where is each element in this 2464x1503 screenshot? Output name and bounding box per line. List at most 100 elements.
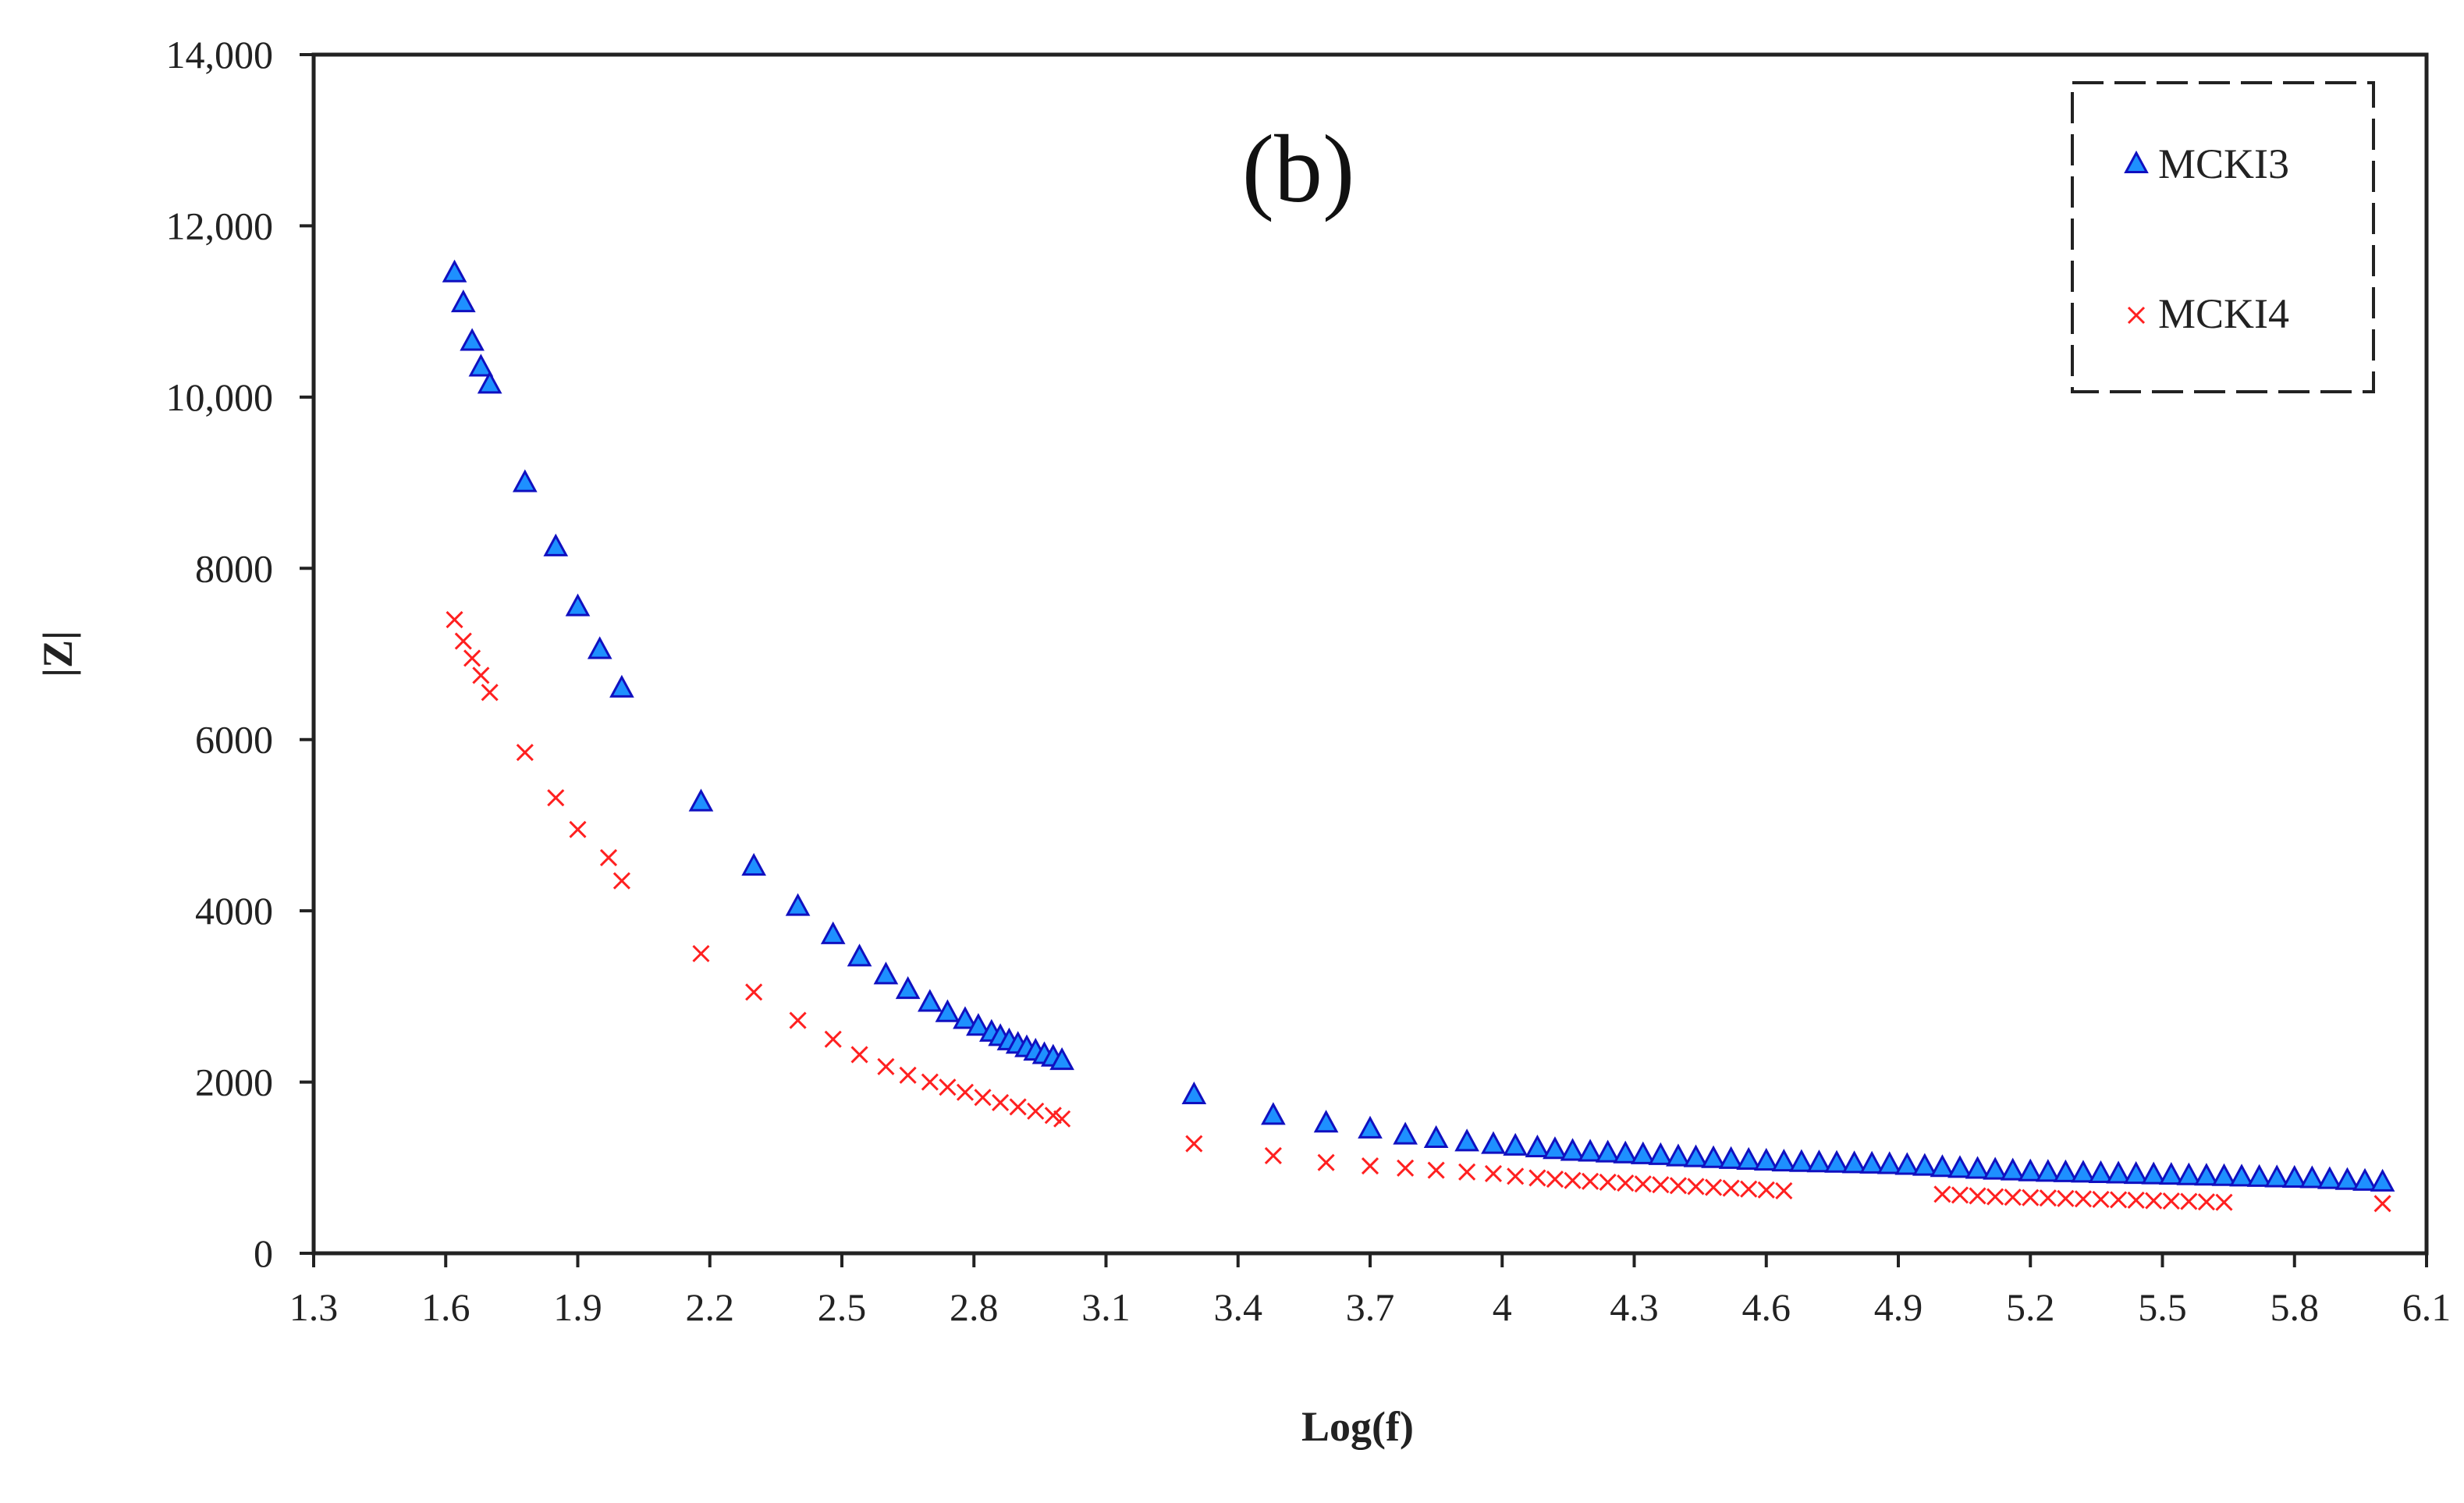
- data-point-mcki3: [1947, 1155, 1972, 1178]
- data-point-mcki4: [2373, 1195, 2391, 1213]
- data-point-mcki4: [1722, 1179, 1740, 1197]
- data-point-mcki4: [974, 1089, 992, 1107]
- x-tick-label: 1.9: [553, 1285, 602, 1329]
- data-point-mcki3: [1841, 1150, 1867, 1174]
- x-tick-label: 5.5: [2138, 1285, 2187, 1329]
- data-point-mcki3: [895, 975, 921, 1000]
- data-point-mcki4: [939, 1078, 957, 1096]
- data-point-mcki4: [1185, 1135, 1203, 1153]
- data-point-mcki4: [569, 820, 587, 838]
- data-point-mcki3: [953, 1006, 978, 1029]
- data-point-mcki3: [1859, 1150, 1884, 1174]
- data-point-mcki4: [1458, 1163, 1476, 1181]
- y-tick-label: 12,000: [166, 204, 274, 247]
- data-point-mcki3: [1630, 1141, 1656, 1164]
- data-point-mcki3: [1648, 1142, 1674, 1165]
- data-point-mcki4: [454, 632, 472, 650]
- data-point-mcki3: [1423, 1125, 1449, 1148]
- x-tick-label: 3.4: [1214, 1285, 1263, 1329]
- data-point-mcki3: [2370, 1168, 2395, 1192]
- data-point-mcki3: [1181, 1081, 1207, 1105]
- data-point-mcki3: [2211, 1163, 2237, 1186]
- panel-label: (b): [1242, 115, 1355, 222]
- y-tick-label: 10,000: [166, 375, 274, 419]
- data-point-mcki4: [2197, 1193, 2215, 1211]
- legend-label-mcki4: MCKI4: [2158, 290, 2289, 337]
- data-point-mcki4: [612, 872, 630, 890]
- x-tick-label: 4: [1493, 1285, 1512, 1329]
- data-point-mcki3: [2141, 1161, 2167, 1185]
- data-point-mcki4: [516, 744, 534, 762]
- data-point-mcki3: [1965, 1156, 1990, 1179]
- data-point-mcki4: [2092, 1190, 2110, 1208]
- x-tick-label: 4.9: [1874, 1285, 1923, 1329]
- x-tick-label: 5.2: [2006, 1285, 2055, 1329]
- data-point-mcki3: [587, 636, 612, 659]
- y-tick-label: 0: [254, 1231, 273, 1275]
- data-point-mcki4: [1361, 1157, 1379, 1175]
- plot-area: 1.3 1.6 1.9 2.2 2.5 2.8 3.1 3.4 3.7 4 4.3 4.6 4.9 5.2…: [166, 33, 2452, 1329]
- data-point-mcki4: [1044, 1107, 1062, 1125]
- data-point-mcki3: [2158, 1162, 2184, 1185]
- data-point-mcki4: [1582, 1172, 1599, 1190]
- data-point-mcki3: [1930, 1154, 1955, 1178]
- y-tick-label: 4000: [195, 889, 273, 933]
- x-tick-label: 2.2: [686, 1285, 735, 1329]
- x-tick-label: 5.8: [2271, 1285, 2320, 1329]
- data-point-mcki4: [1317, 1153, 1335, 1171]
- data-point-mcki3: [512, 469, 538, 492]
- data-point-mcki3: [2334, 1167, 2360, 1190]
- data-point-mcki4: [481, 684, 499, 702]
- data-point-mcki3: [2317, 1166, 2342, 1189]
- data-point-mcki4: [2022, 1189, 2040, 1206]
- data-point-mcki3: [2088, 1160, 2114, 1183]
- data-point-mcki4: [1634, 1175, 1652, 1193]
- y-tick-label: 2000: [195, 1061, 273, 1104]
- legend-box: [2071, 81, 2375, 393]
- data-point-mcki3: [741, 852, 766, 876]
- data-point-mcki3: [1824, 1149, 1849, 1173]
- data-point-mcki4: [692, 944, 710, 963]
- x-axis-ticks: 1.3 1.6 1.9 2.2 2.5 2.8 3.1 3.4 3.7 4 4.3 4.6 4.9 5.2…: [289, 1253, 2451, 1329]
- data-point-mcki3: [450, 290, 476, 313]
- x-tick-label: 3.1: [1081, 1285, 1131, 1329]
- data-series-layer: [442, 259, 2395, 1213]
- data-point-mcki4: [1564, 1171, 1582, 1189]
- data-point-mcki3: [609, 674, 634, 698]
- data-point-mcki3: [1049, 1046, 1074, 1071]
- data-point-mcki3: [1771, 1149, 1797, 1172]
- data-point-mcki3: [1666, 1143, 1691, 1167]
- y-tick-label: 8000: [195, 546, 273, 590]
- y-tick-label: 6000: [195, 718, 273, 762]
- data-point-mcki4: [1027, 1102, 1045, 1120]
- data-point-mcki3: [2194, 1163, 2219, 1186]
- data-point-mcki4: [463, 649, 481, 667]
- data-point-mcki4: [1009, 1098, 1027, 1116]
- data-point-mcki3: [2176, 1162, 2202, 1185]
- data-point-mcki4: [1951, 1186, 1969, 1204]
- data-point-mcki3: [1912, 1153, 1937, 1176]
- data-point-mcki3: [1261, 1102, 1286, 1125]
- data-point-mcki3: [1560, 1138, 1585, 1161]
- data-point-mcki4: [2180, 1192, 2198, 1210]
- data-point-mcki4: [446, 611, 463, 629]
- legend: MCKI3 MCKI4: [2071, 81, 2375, 393]
- data-point-mcki4: [877, 1057, 895, 1075]
- x-tick-label: 4.3: [1610, 1285, 1659, 1329]
- data-point-mcki3: [1358, 1115, 1383, 1139]
- data-point-mcki4: [1528, 1169, 1546, 1187]
- legend-cross-marker: [2127, 306, 2146, 325]
- data-point-mcki4: [1704, 1178, 1723, 1196]
- x-tick-label: 4.6: [1742, 1285, 1791, 1329]
- x-tick-label: 2.5: [818, 1285, 867, 1329]
- data-point-mcki3: [2106, 1160, 2131, 1184]
- data-point-mcki4: [1757, 1181, 1775, 1199]
- data-point-mcki3: [543, 533, 569, 556]
- data-point-mcki3: [873, 961, 899, 985]
- data-point-mcki4: [956, 1083, 975, 1101]
- series-mcki3: [442, 259, 2395, 1192]
- data-point-mcki3: [1753, 1147, 1779, 1171]
- data-point-mcki4: [1669, 1177, 1687, 1195]
- data-point-mcki4: [1599, 1173, 1617, 1191]
